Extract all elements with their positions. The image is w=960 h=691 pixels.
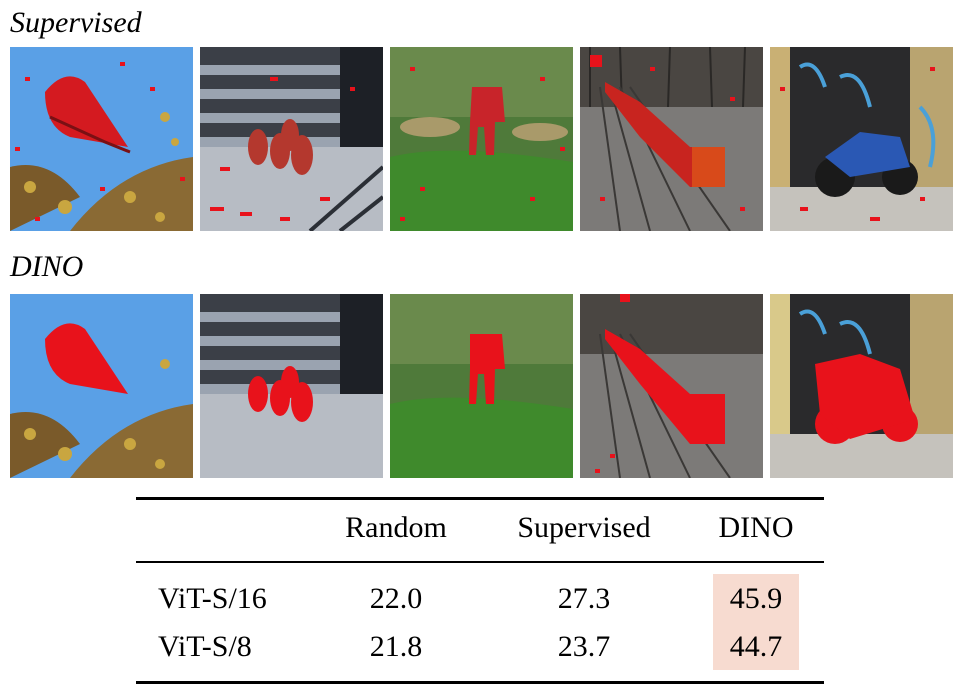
table-header-rule [136,561,824,563]
dino-highlight-cell [713,622,799,670]
cell-random: 21.8 [369,630,423,663]
supervised-image-row [10,47,954,231]
motorbike-mask-dino-image [770,294,953,478]
elephant-mask-supervised-image [390,47,573,231]
header-dino: DINO [718,511,794,544]
train-mask-supervised-image [580,47,763,231]
supervised-row-label: Supervised [10,6,142,39]
cell-random: 22.0 [369,582,423,615]
cell-supervised: 27.3 [557,582,611,615]
dino-image-row [10,294,954,478]
dino-highlight-cell [713,574,799,622]
dino-row-label: DINO [10,250,84,283]
ducks-mask-dino-image [200,294,383,478]
table-top-rule [136,497,824,500]
row-model-label: ViT-S/8 [158,630,252,663]
row-model-label: ViT-S/16 [158,582,267,615]
cell-supervised: 23.7 [557,630,611,663]
ducks-mask-supervised-image [200,47,383,231]
elephant-mask-dino-image [390,294,573,478]
motorbike-mask-supervised-image [770,47,953,231]
cell-dino: 45.9 [729,582,783,615]
cell-dino: 44.7 [729,630,783,663]
header-random: Random [345,511,447,544]
header-supervised: Supervised [517,511,651,544]
bird-mask-dino-image [10,294,193,478]
bird-mask-supervised-image [10,47,193,231]
table-bottom-rule [136,681,824,684]
train-mask-dino-image [580,294,763,478]
